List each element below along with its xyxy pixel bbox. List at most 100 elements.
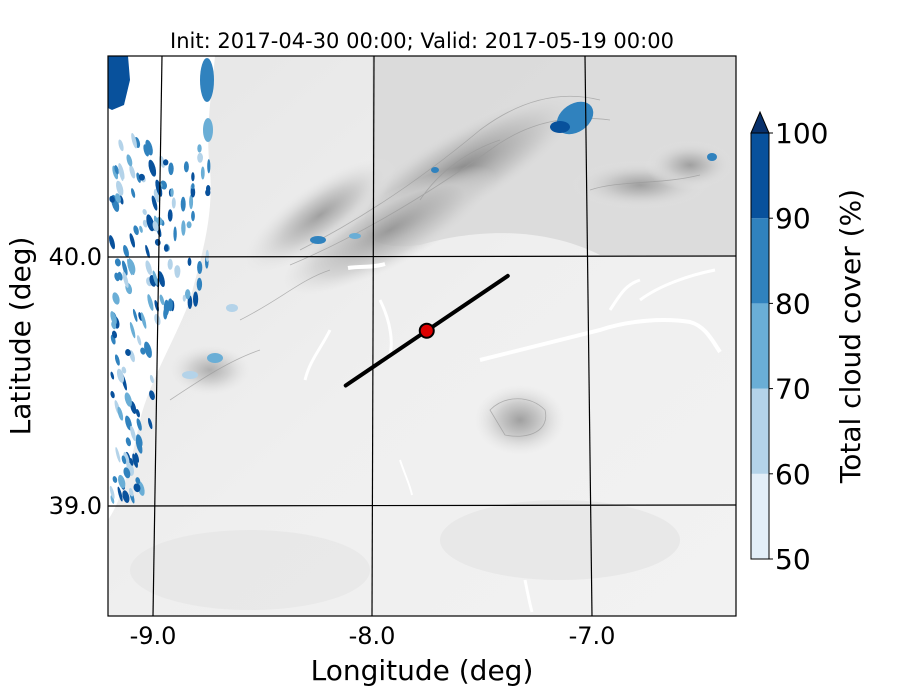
- cloud-streak: [109, 195, 115, 203]
- gridline-lat-39: [108, 504, 736, 507]
- cloud-streak: [115, 447, 121, 463]
- cloud-streak: [173, 226, 177, 242]
- cloud-streak: [118, 166, 124, 182]
- colorbar-tick-label: 70: [775, 373, 811, 406]
- cloud-streak: [135, 409, 140, 418]
- cloud-streak: [148, 159, 157, 177]
- cloud-streak: [200, 166, 205, 180]
- cloud-streak: [152, 221, 159, 232]
- cloud-streak: [125, 437, 132, 447]
- cloud-streak: [136, 172, 141, 183]
- cloud-streak: [145, 244, 150, 259]
- cloud-streak: [110, 311, 117, 326]
- cloud-streak: [117, 486, 123, 502]
- colorbar: 50 60 70 80 90 100 Total cloud cover (%): [750, 110, 867, 576]
- cloud-streak: [206, 185, 211, 193]
- cloud-streak: [149, 390, 155, 401]
- cloud-streak: [207, 159, 211, 174]
- cloud-streak: [149, 374, 154, 384]
- cloud-streak: [112, 292, 120, 305]
- cloud-streak: [146, 214, 155, 232]
- cloud-streak: [111, 330, 118, 339]
- x-tick-label: -7.0: [569, 622, 616, 650]
- cloud-streak: [167, 258, 173, 270]
- cloud-streak: [121, 366, 127, 374]
- cloud-streak: [140, 312, 147, 329]
- cloud-streak: [167, 209, 173, 222]
- cloud-patch: [200, 58, 214, 102]
- colorbar-band: [751, 388, 769, 474]
- x-tick-label: -9.0: [130, 622, 177, 650]
- cloud-streak: [114, 354, 120, 366]
- cloud-streak: [197, 144, 202, 153]
- cloud-streak: [135, 477, 141, 485]
- y-tick-label: 40.0: [49, 243, 102, 271]
- cloud-streak: [182, 294, 186, 302]
- cloud-streak: [170, 188, 174, 197]
- cloud-streak: [147, 417, 153, 430]
- cloud-streak: [114, 165, 119, 175]
- cloud-streak: [110, 390, 115, 399]
- colorbar-frame: [750, 132, 770, 560]
- gridline-lat-40: [108, 255, 736, 258]
- cloud-streak: [129, 458, 134, 466]
- cloud-streak: [125, 349, 131, 356]
- cloud-streak: [133, 225, 139, 236]
- cloud-patch: [431, 167, 439, 173]
- colorbar-tick-label: 60: [775, 458, 811, 491]
- cloud-streak: [116, 368, 125, 383]
- cloud-streak: [128, 487, 134, 497]
- cloud-streak: [191, 183, 195, 190]
- cloud-streak: [197, 152, 204, 163]
- x-axis-label: Longitude (deg): [311, 654, 534, 687]
- cloud-streak: [109, 485, 115, 499]
- cloud-patch: [203, 118, 213, 142]
- cloud-streak: [163, 159, 169, 166]
- cloud-streak: [143, 144, 150, 157]
- plot-frame: [107, 55, 737, 617]
- cloud-streak: [127, 258, 136, 275]
- cloud-streak: [114, 258, 121, 267]
- colorbar-bands: [751, 133, 769, 559]
- cloud-streak: [136, 418, 142, 431]
- cloud-streak: [186, 221, 192, 229]
- cloud-streak: [171, 197, 176, 209]
- cloud-streak: [144, 341, 152, 358]
- cloud-streak: [196, 277, 203, 291]
- colorbar-tick-label: 50: [775, 543, 811, 576]
- cloud-streak: [138, 173, 145, 181]
- cloud-streak: [190, 186, 196, 198]
- cloud-streak: [125, 415, 132, 431]
- x-axis: -9.0 -8.0 -7.0 Longitude (deg): [130, 622, 616, 687]
- cloud-streak: [136, 434, 143, 448]
- cloud-streak: [112, 165, 119, 180]
- cloud-patch: [182, 371, 198, 379]
- colorbar-label: Total cloud cover (%): [834, 189, 867, 484]
- cloud-streak: [147, 294, 154, 311]
- cloud-streak: [152, 270, 158, 286]
- gridlines: [108, 56, 736, 616]
- cloud-streak: [131, 188, 136, 198]
- cloud-streak: [130, 425, 136, 442]
- colorbar-band: [751, 473, 769, 559]
- cloud-streak: [121, 260, 128, 276]
- cloud-streak: [123, 244, 129, 258]
- colorbar-tick-label: 90: [775, 202, 811, 235]
- cloud-streak: [118, 139, 124, 152]
- cloud-streak: [129, 321, 136, 339]
- cloud-streak: [116, 180, 124, 196]
- location-marker: [418, 322, 435, 339]
- cloud-patch: [349, 233, 361, 239]
- gridline-lon-minus9: [152, 56, 163, 616]
- cloud-streak: [121, 455, 127, 465]
- chart-title: Init: 2017-04-30 00:00; Valid: 2017-05-1…: [170, 29, 674, 53]
- cloud-streak: [139, 225, 143, 233]
- cloud-streak: [109, 235, 115, 250]
- cloud-streak: [129, 165, 136, 179]
- cloud-patch: [226, 304, 238, 312]
- cloud-streak: [126, 154, 133, 167]
- cloud-streak: [131, 132, 137, 149]
- cloud-streak: [122, 490, 130, 503]
- cloud-streak: [168, 162, 174, 176]
- cloud-streak: [167, 298, 173, 312]
